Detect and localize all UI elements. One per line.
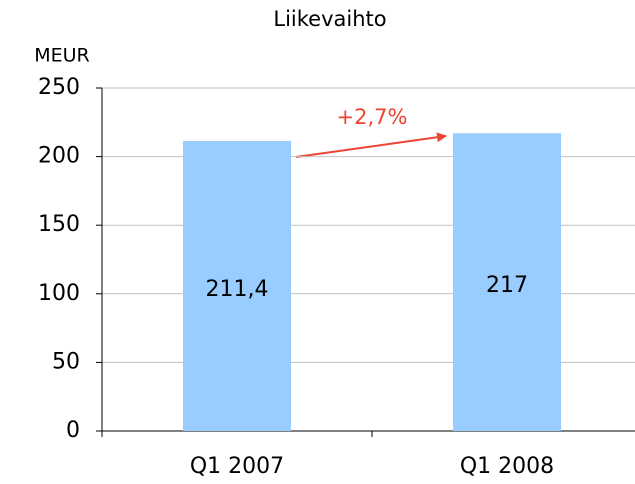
x-tick-label: Q1 2007 — [190, 454, 284, 479]
value-label: 217 — [486, 273, 528, 298]
y-tick-label: 250 — [38, 75, 80, 100]
chart-title: Liikevaihto — [273, 7, 386, 31]
y-tick-label: 50 — [52, 349, 80, 374]
y-tick-label: 150 — [38, 212, 80, 237]
x-tick-label: Q1 2008 — [460, 454, 554, 479]
value-label: 211,4 — [206, 277, 269, 302]
y-tick-label: 0 — [66, 418, 80, 443]
change-arrow — [295, 132, 447, 158]
y-tick-label: 200 — [38, 144, 80, 169]
y-tick-label: 100 — [38, 281, 80, 306]
bar — [183, 140, 291, 431]
y-axis-label: MEUR — [34, 45, 90, 67]
bar — [453, 133, 561, 431]
annotation: +2,7% — [337, 105, 408, 129]
